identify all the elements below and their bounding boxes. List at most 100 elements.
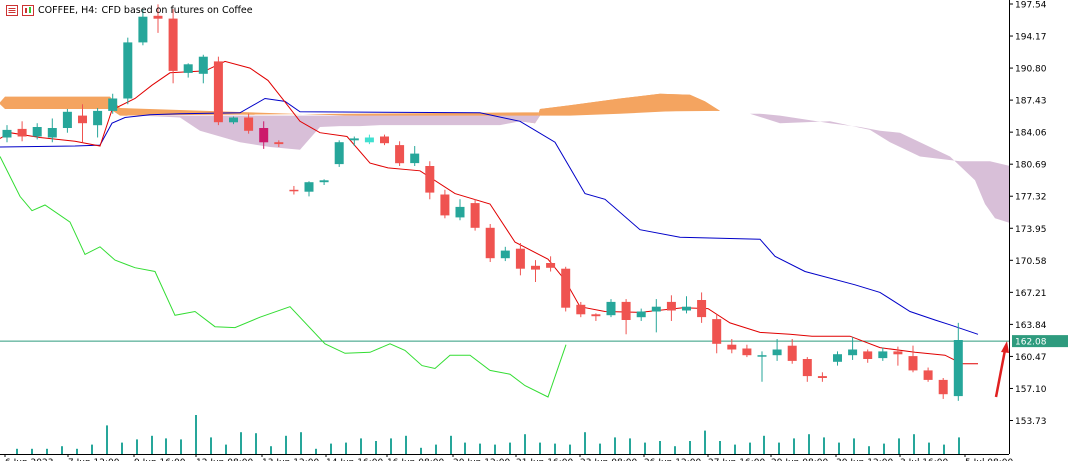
candle-body	[531, 265, 540, 270]
symbol-properties-icon[interactable]	[6, 4, 18, 16]
y-tick-label: 177.32	[1015, 193, 1047, 203]
x-tick-label: 7 Jun 12:00	[68, 458, 120, 461]
candle-body	[153, 15, 163, 19]
y-tick-label: 194.17	[1015, 33, 1047, 43]
candle-body	[244, 117, 254, 131]
candle-body	[123, 42, 133, 99]
y-tick-label: 153.73	[1015, 417, 1047, 427]
current-price-badge	[1012, 335, 1068, 348]
candle-body	[787, 345, 797, 361]
candle-body	[259, 128, 269, 143]
candle-body	[274, 142, 284, 145]
candle-body	[168, 18, 178, 71]
tenkan-sen-line	[0, 60, 978, 365]
candle-body	[621, 301, 631, 320]
candle-body	[727, 344, 737, 350]
kumo-bear-right	[720, 110, 1010, 223]
candle-body	[772, 349, 782, 356]
candle-body	[878, 351, 888, 359]
candle-body	[289, 189, 299, 192]
candle-body	[78, 115, 87, 124]
candle-body	[304, 182, 314, 192]
candle-body	[923, 370, 933, 380]
candle-body	[636, 311, 646, 318]
candle-body	[802, 359, 812, 377]
candle-body	[349, 138, 359, 141]
candle-body	[410, 153, 420, 164]
candle-body	[108, 98, 118, 111]
y-tick-label: 160.47	[1015, 353, 1047, 363]
y-tick-label: 163.84	[1015, 321, 1047, 331]
y-tick-label: 184.06	[1015, 129, 1047, 139]
candle-body	[682, 306, 691, 311]
current-price-label: 162.08	[1015, 338, 1047, 348]
candle-body	[893, 351, 903, 355]
candle-body	[62, 111, 72, 128]
candle-body	[953, 340, 963, 397]
candle-body	[546, 263, 556, 268]
chart-symbol: COFFEE, H4:	[38, 4, 98, 16]
candle-body	[848, 349, 858, 356]
chikou-span-line	[0, 156, 567, 398]
candle-body	[833, 354, 842, 362]
x-tick-label: 6 Jun 2023	[5, 458, 53, 461]
x-tick-label: 21 Jun 16:00	[516, 458, 573, 461]
candle-body	[32, 127, 42, 137]
candle-body	[229, 117, 238, 123]
y-tick-label: 173.95	[1015, 225, 1047, 235]
candle-body	[500, 250, 510, 259]
candle-body	[380, 136, 389, 144]
candle-body	[364, 137, 374, 143]
candle-body	[606, 301, 616, 316]
x-tick-label: 27 Jun 16:00	[708, 458, 765, 461]
candle-body	[138, 16, 148, 43]
candle-body	[2, 129, 12, 138]
candle-body	[712, 319, 722, 344]
x-tick-label: 29 Jun 08:00	[771, 458, 828, 461]
candle-body	[576, 304, 586, 315]
x-tick-label: 26 Jun 12:00	[644, 458, 701, 461]
trend-arrow	[994, 349, 1007, 398]
x-tick-label: 23 Jun 08:00	[580, 458, 637, 461]
candle-body	[651, 306, 661, 312]
candle-body	[440, 194, 450, 216]
y-tick-label: 167.21	[1015, 289, 1047, 299]
candle-body	[908, 356, 918, 371]
x-tick-label: 14 Jun 16:00	[326, 458, 383, 461]
x-tick-label: 9 Jun 16:00	[134, 458, 186, 461]
candle-body	[757, 355, 767, 357]
x-tick-label: 5 Jul 08:00	[965, 458, 1014, 461]
candle-body	[591, 314, 601, 317]
candle-body	[561, 268, 571, 308]
candle-body	[93, 110, 103, 126]
x-tick-label: 12 Jun 08:00	[196, 458, 253, 461]
y-tick-label: 180.69	[1015, 161, 1047, 171]
candle-body	[17, 128, 27, 137]
candle-body	[485, 227, 495, 259]
candle-body	[470, 203, 480, 228]
candle-body	[863, 351, 873, 359]
candle-body	[515, 248, 525, 269]
trend-arrow-head	[1001, 341, 1009, 353]
candle-body	[742, 348, 752, 356]
candle-body	[425, 166, 435, 193]
candle-body	[666, 301, 676, 311]
candle-body	[47, 128, 57, 138]
x-tick-label: 30 Jun 12:00	[836, 458, 893, 461]
candle-body	[817, 376, 827, 378]
y-tick-label: 187.43	[1015, 97, 1047, 107]
indicators-list-icon[interactable]	[22, 4, 34, 16]
x-tick-label: 20 Jun 12:00	[453, 458, 510, 461]
candle-body	[938, 379, 948, 395]
y-tick-label: 170.58	[1015, 257, 1047, 267]
chart-description: CFD based on futures on Coffee	[101, 4, 253, 16]
candle-body	[319, 180, 329, 183]
candle-body	[334, 142, 344, 165]
candle-body	[213, 61, 223, 123]
x-tick-label: 3 Jul 16:00	[900, 458, 949, 461]
y-tick-label: 190.80	[1015, 65, 1047, 75]
kumo-bull-right	[520, 93, 720, 124]
candle-body	[183, 64, 193, 73]
